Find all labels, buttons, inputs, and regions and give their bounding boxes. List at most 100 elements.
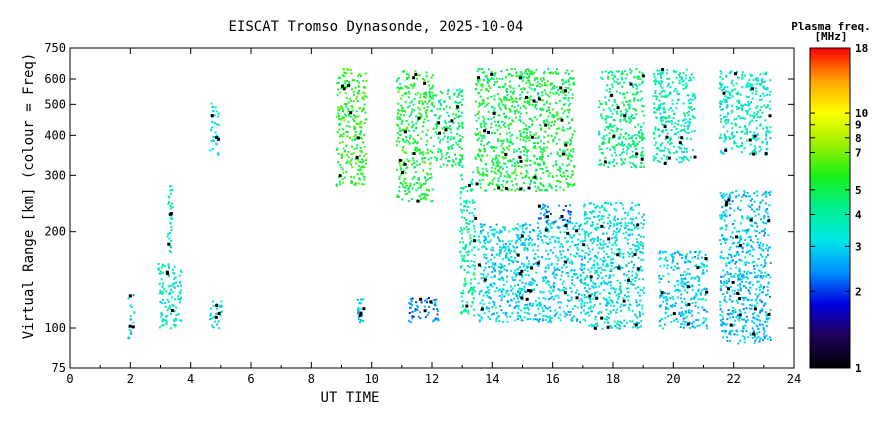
data-point (636, 92, 639, 95)
data-point (508, 108, 511, 110)
data-point (684, 317, 687, 319)
data-point (167, 233, 170, 235)
data-point (517, 75, 520, 78)
trace-point (640, 157, 644, 161)
data-point (424, 197, 427, 200)
data-point (606, 263, 609, 266)
data-point (352, 90, 355, 93)
data-point (425, 94, 428, 97)
data-point (496, 242, 499, 245)
data-point (559, 170, 561, 173)
data-point (401, 70, 404, 73)
data-point (345, 86, 348, 89)
data-point (702, 271, 705, 274)
data-point (618, 327, 621, 330)
data-point (481, 85, 484, 88)
data-point (527, 238, 530, 241)
data-point (519, 93, 522, 96)
data-point (596, 262, 599, 265)
data-point (622, 232, 625, 235)
data-point (493, 83, 495, 86)
data-point (611, 104, 614, 107)
data-point (402, 185, 405, 188)
data-point (470, 181, 473, 184)
data-point (528, 82, 531, 85)
data-point (498, 77, 501, 80)
data-point (215, 307, 218, 310)
data-point (515, 150, 518, 153)
data-point (630, 144, 632, 147)
data-point (693, 296, 696, 299)
data-point (473, 261, 476, 263)
data-point (605, 253, 608, 255)
data-point (641, 132, 644, 135)
data-point (682, 159, 685, 162)
data-point (631, 320, 634, 323)
data-point (508, 117, 511, 120)
data-point (513, 148, 516, 151)
data-point (347, 120, 350, 123)
data-point (733, 142, 736, 145)
data-point (631, 137, 634, 140)
data-point (514, 319, 517, 322)
data-point (660, 80, 663, 83)
data-point (735, 92, 738, 95)
data-point (524, 159, 527, 162)
data-point (642, 312, 645, 315)
data-point (616, 162, 618, 165)
data-point (593, 238, 596, 241)
data-point (613, 219, 616, 222)
data-point (609, 125, 611, 128)
data-point (572, 183, 575, 186)
data-point (416, 119, 419, 122)
data-point (589, 298, 592, 301)
data-point (459, 154, 462, 157)
data-point (721, 78, 724, 81)
data-point (548, 257, 551, 260)
data-point (641, 289, 644, 292)
data-point (356, 75, 359, 78)
data-point (479, 104, 481, 107)
data-point (538, 189, 541, 192)
data-point (491, 77, 493, 80)
data-point (665, 129, 667, 131)
data-point (613, 253, 616, 255)
data-point (408, 312, 411, 314)
data-point (662, 130, 665, 133)
data-point (569, 245, 572, 248)
data-point (631, 150, 634, 153)
data-point (745, 83, 748, 86)
data-point (427, 311, 430, 314)
data-point (480, 316, 483, 319)
data-point (478, 102, 481, 105)
data-point (557, 93, 560, 96)
data-point (637, 256, 640, 259)
data-point (509, 176, 512, 179)
data-point (689, 76, 691, 79)
data-point (472, 297, 475, 300)
data-point (606, 202, 609, 205)
data-point (483, 253, 485, 256)
data-point (160, 278, 163, 281)
data-point (599, 302, 602, 305)
data-point (342, 132, 345, 135)
data-point (347, 109, 350, 112)
data-point (464, 308, 467, 311)
data-point (589, 305, 592, 308)
data-point (615, 154, 618, 157)
data-point (490, 166, 493, 169)
data-point (430, 97, 433, 100)
data-point (613, 119, 616, 122)
data-point (418, 100, 421, 103)
data-point (725, 90, 728, 93)
data-point (745, 307, 748, 310)
data-point (769, 79, 772, 82)
data-point (622, 207, 625, 210)
data-point (417, 106, 420, 109)
data-point (517, 147, 520, 150)
data-point (418, 149, 421, 152)
data-point (351, 139, 354, 142)
data-point (534, 137, 537, 140)
data-point (653, 107, 656, 109)
data-point (525, 174, 528, 177)
